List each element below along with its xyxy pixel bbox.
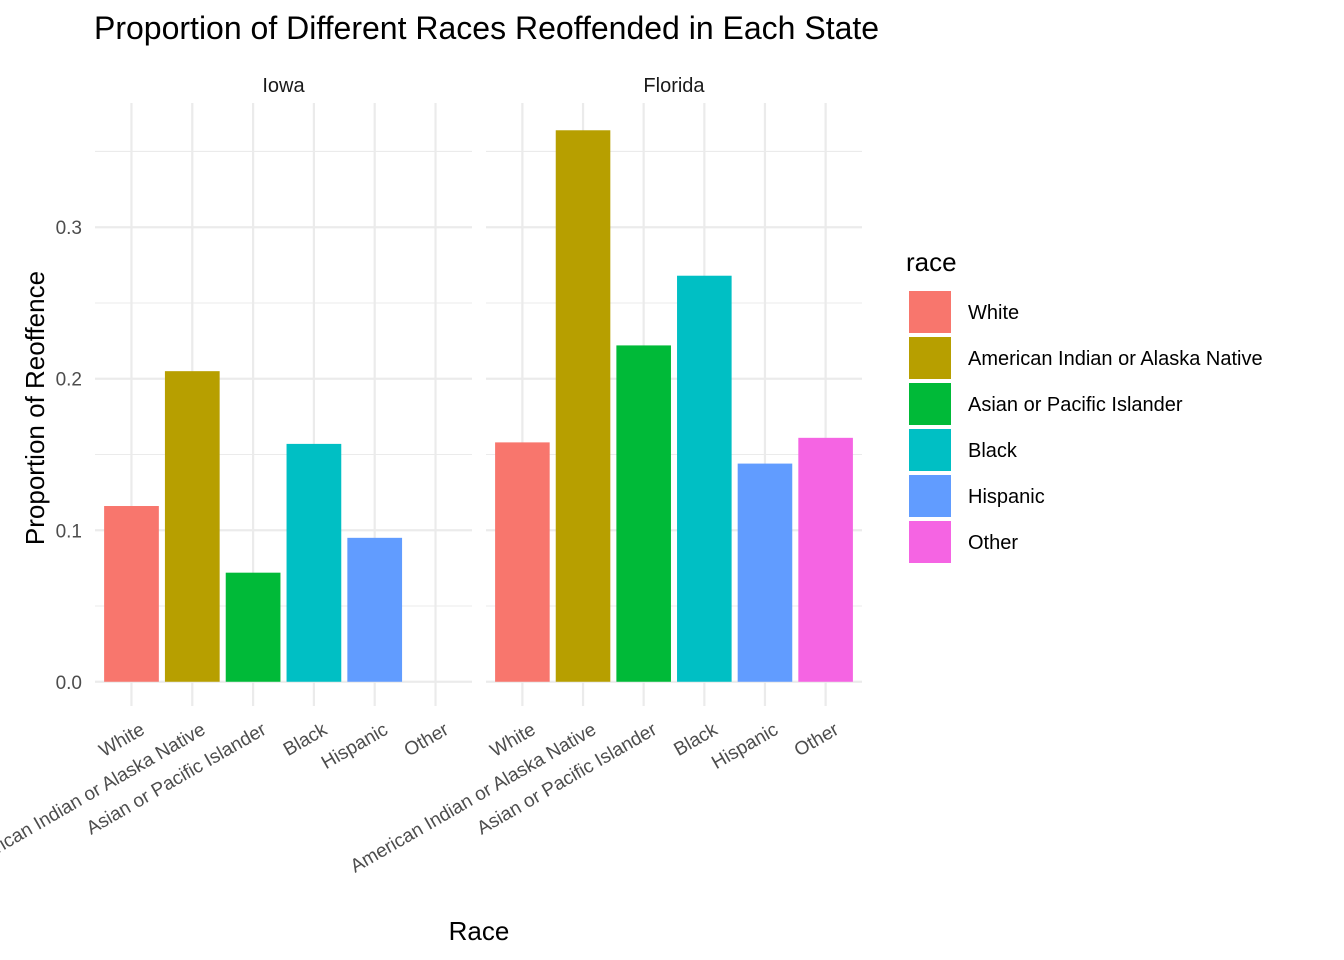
legend: race White American Indian or Alaska Nati…	[906, 247, 1263, 563]
bar-iowa-3	[286, 443, 342, 682]
legend-title: race	[906, 247, 957, 277]
legend-swatch	[909, 337, 951, 379]
bar-florida-5	[798, 437, 853, 682]
x-tick-label: Other	[401, 719, 453, 761]
legend-swatch	[909, 291, 951, 333]
x-axis-title: Race	[449, 916, 510, 946]
legend-swatch	[909, 521, 951, 563]
legend-label: American Indian or Alaska Native	[968, 348, 1263, 370]
y-tick-label: 0.2	[56, 370, 82, 391]
legend-swatch	[909, 475, 951, 517]
bar-iowa-4	[347, 537, 403, 682]
legend-label: Other	[968, 532, 1018, 554]
chart-title: Proportion of Different Races Reoffended…	[94, 10, 879, 46]
legend-items: White American Indian or Alaska Native Asi…	[909, 291, 1263, 563]
bar-florida-0	[495, 442, 550, 682]
y-tick-label: 0.1	[56, 521, 82, 542]
bar-florida-2	[616, 345, 671, 682]
x-tick-label: Other	[791, 719, 843, 761]
bar-iowa-1	[164, 371, 220, 682]
legend-label: Hispanic	[968, 486, 1045, 508]
y-tick-label: 0.3	[56, 218, 82, 239]
legend-swatch	[909, 383, 951, 425]
bar-florida-1	[555, 130, 611, 682]
legend-label: Asian or Pacific Islander	[968, 394, 1183, 416]
facet-strip-label: Iowa	[262, 75, 305, 97]
legend-label: Black	[968, 440, 1018, 462]
bar-iowa-0	[104, 506, 159, 682]
legend-label: White	[968, 302, 1019, 324]
bar-florida-4	[737, 463, 793, 682]
bar-florida-3	[677, 275, 732, 682]
x-tick-label: Hispanic	[708, 719, 782, 774]
x-tick-label: Hispanic	[318, 719, 392, 774]
bar-iowa-2	[225, 572, 281, 682]
y-axis-title: Proportion of Reoffence	[20, 271, 50, 545]
facet-strip-label: Florida	[643, 75, 705, 97]
y-tick-label: 0.0	[56, 673, 82, 694]
x-tick-label: American Indian or Alaska Native	[347, 719, 600, 877]
legend-swatch	[909, 429, 951, 471]
